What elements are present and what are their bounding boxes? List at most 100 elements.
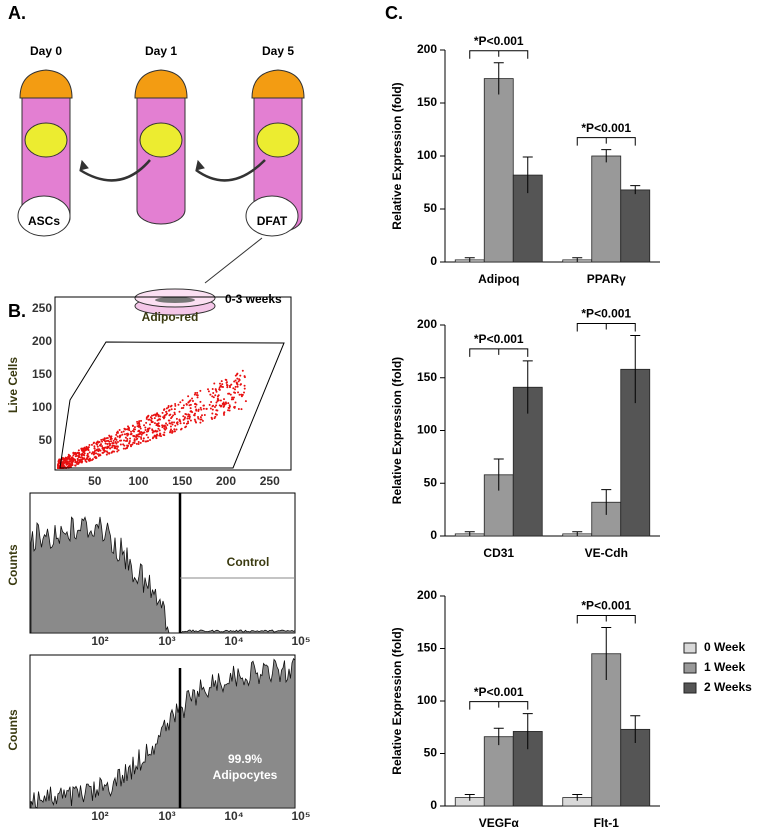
scatter-dot: [98, 441, 101, 444]
scatter-dot: [82, 447, 85, 450]
scatter-dot: [241, 369, 244, 372]
scatter-dot: [105, 453, 108, 456]
scatter-dot: [136, 437, 139, 440]
error-bar: [493, 458, 504, 491]
scatter-dot: [222, 401, 225, 404]
scatter-dot: [185, 413, 188, 416]
scatter-dot: [163, 431, 166, 434]
scatter-dot: [151, 421, 154, 424]
scatter-dot: [196, 391, 199, 394]
scatter-dot: [150, 417, 153, 420]
scatter-dot: [62, 464, 65, 467]
y-tick-label: 200: [417, 317, 437, 331]
gate-label: Control: [227, 555, 270, 569]
scatter-dot: [88, 443, 91, 446]
scatter-dot: [72, 452, 75, 455]
scatter-dot: [124, 428, 127, 431]
scatter-dot: [168, 414, 171, 417]
scatter-dot: [95, 452, 98, 455]
scatter-dot: [184, 416, 187, 419]
panel-label: C.: [385, 3, 403, 23]
error-bar: [601, 489, 612, 515]
y-tick-label: 50: [424, 475, 438, 489]
tubes: [17, 69, 305, 316]
scatter-dot: [136, 422, 139, 425]
scatter-dot: [140, 436, 143, 439]
scatter-dot: [216, 409, 219, 412]
scatter-dot: [79, 456, 82, 459]
scatter-dot: [232, 396, 235, 399]
scatter-dot: [151, 429, 154, 432]
scatter-dot: [126, 438, 129, 441]
panel-label: B.: [8, 301, 26, 321]
scatter-dot: [145, 433, 148, 436]
scatter-dot: [170, 408, 173, 411]
scatter-dot: [137, 441, 140, 444]
scatter-dot: [173, 411, 176, 414]
scatter-dot: [215, 401, 218, 404]
legend-label: 0 Week: [704, 640, 745, 654]
scatter-dot: [193, 412, 196, 415]
scatter-dot: [123, 439, 126, 442]
scatter-dot: [165, 426, 168, 429]
scatter-dot: [243, 384, 246, 387]
error-bar: [572, 531, 583, 536]
scatter-dot: [214, 394, 217, 397]
scatter-dot: [137, 442, 140, 445]
scatter-dot: [157, 422, 160, 425]
x-tick-label: CD31: [483, 546, 514, 560]
scatter-dot: [237, 391, 240, 394]
scatter-dot: [233, 380, 236, 383]
scatter-dot: [202, 404, 205, 407]
scatter-dot: [234, 379, 237, 382]
scatter-dot: [191, 399, 194, 402]
scatter-dot: [65, 463, 68, 466]
scatter-dot: [81, 453, 84, 456]
scatter-dot: [162, 433, 165, 436]
scatter-dot: [178, 418, 181, 421]
scatter-dot: [193, 393, 196, 396]
scatter-dot: [216, 400, 219, 403]
scatter-dot: [151, 414, 154, 417]
y-tick-label: 0: [430, 528, 437, 542]
legend-label: 2 Weeks: [704, 680, 752, 694]
scatter-dot: [110, 446, 113, 449]
scatter-dot: [211, 408, 214, 411]
scatter-dot: [106, 443, 109, 446]
scatter-dot: [109, 438, 112, 441]
scatter-dot: [165, 422, 168, 425]
scatter-dot: [240, 395, 243, 398]
legend-label: 1 Week: [704, 660, 745, 674]
scatter-dot: [223, 398, 226, 401]
scatter-dot: [212, 404, 215, 407]
scatter-dot: [189, 419, 192, 422]
y-tick-label: 150: [417, 95, 437, 109]
y-tick-label: 200: [417, 588, 437, 602]
scatter-dot: [213, 405, 216, 408]
scatter-dot: [161, 411, 164, 414]
bar: [591, 155, 622, 263]
scatter-dot: [85, 445, 88, 448]
scatter-dot: [179, 422, 182, 425]
day-label: Day 0: [30, 44, 62, 58]
scatter-dot: [115, 445, 118, 448]
scatter-dot: [57, 467, 60, 469]
scatter-dot: [137, 435, 140, 438]
scatter-dot: [74, 464, 77, 467]
scatter-dot: [173, 408, 176, 411]
scatter-dot: [106, 447, 109, 450]
scatter-dot: [173, 421, 176, 424]
scatter-dot: [170, 428, 173, 431]
scatter-dot: [115, 438, 118, 441]
scatter-dot: [133, 426, 136, 429]
scatter-dot: [214, 415, 217, 418]
scatter-dot: [226, 386, 229, 389]
scatter-dot: [169, 405, 172, 408]
scatter-dot: [171, 423, 174, 426]
scatter-dot: [182, 418, 185, 421]
scatter-dot: [81, 460, 84, 463]
scatter-dot: [122, 443, 125, 446]
axis-title: Relative Expression (fold): [390, 82, 404, 229]
scatter-dot: [138, 420, 141, 423]
y-tick-label: 150: [417, 641, 437, 655]
